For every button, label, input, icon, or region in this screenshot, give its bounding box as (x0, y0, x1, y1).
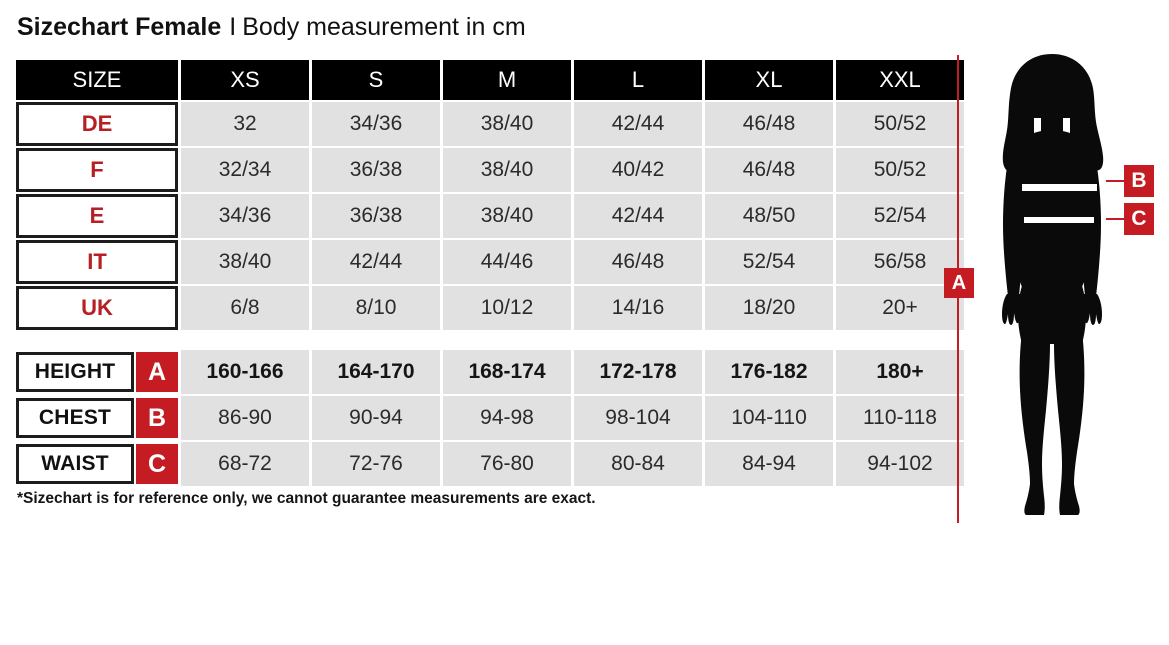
cell-de-s: 34/36 (312, 102, 440, 146)
cell-height-xl: 176-182 (705, 350, 833, 394)
cell-waist-s: 72-76 (312, 442, 440, 486)
table-row: IT 38/40 42/44 44/46 46/48 52/54 56/58 (16, 240, 964, 284)
row-label-uk: UK (16, 286, 178, 330)
cell-de-xl: 46/48 (705, 102, 833, 146)
cell-height-xs: 160-166 (181, 350, 309, 394)
row-label-e: E (16, 194, 178, 238)
cell-de-xs: 32 (181, 102, 309, 146)
cell-chest-l: 98-104 (574, 396, 702, 440)
header-col-l: L (574, 60, 702, 100)
cell-it-xxl: 56/58 (836, 240, 964, 284)
cell-height-m: 168-174 (443, 350, 571, 394)
chest-measure-band (1022, 184, 1097, 191)
page-title-main: Sizechart Female (17, 13, 222, 41)
cell-it-xs: 38/40 (181, 240, 309, 284)
row-label-waist: WAIST (16, 444, 134, 484)
cell-it-xl: 52/54 (705, 240, 833, 284)
row-label-chest: CHEST (16, 398, 134, 438)
cell-uk-l: 14/16 (574, 286, 702, 330)
row-label-waist-cell: WAIST C (16, 442, 178, 486)
disclaimer-text: *Sizechart is for reference only, we can… (17, 490, 596, 507)
table-header-row: SIZE XS S M L XL XXL (16, 60, 964, 100)
cell-it-m: 44/46 (443, 240, 571, 284)
row-label-it: IT (16, 240, 178, 284)
cell-f-l: 40/42 (574, 148, 702, 192)
female-silhouette-icon (962, 48, 1142, 528)
title-separator: I (229, 13, 237, 41)
size-conversion-table: SIZE XS S M L XL XXL DE 32 34/36 38/40 4… (13, 58, 967, 332)
cell-f-xxl: 50/52 (836, 148, 964, 192)
row-label-height-cell: HEIGHT A (16, 350, 178, 394)
cell-uk-xxl: 20+ (836, 286, 964, 330)
cell-e-s: 36/38 (312, 194, 440, 238)
cell-e-xl: 48/50 (705, 194, 833, 238)
cell-uk-s: 8/10 (312, 286, 440, 330)
table-row: F 32/34 36/38 38/40 40/42 46/48 50/52 (16, 148, 964, 192)
figure-badge-a: A (944, 268, 974, 298)
waist-measure-band (1024, 217, 1094, 223)
header-col-m: M (443, 60, 571, 100)
cell-chest-xxl: 110-118 (836, 396, 964, 440)
cell-height-xxl: 180+ (836, 350, 964, 394)
header-col-xl: XL (705, 60, 833, 100)
row-label-de: DE (16, 102, 178, 146)
row-label-f: F (16, 148, 178, 192)
cell-uk-m: 10/12 (443, 286, 571, 330)
header-col-s: S (312, 60, 440, 100)
cell-e-xs: 34/36 (181, 194, 309, 238)
table-row: UK 6/8 8/10 10/12 14/16 18/20 20+ (16, 286, 964, 330)
cell-e-m: 38/40 (443, 194, 571, 238)
cell-waist-l: 80-84 (574, 442, 702, 486)
cell-f-xs: 32/34 (181, 148, 309, 192)
page-title: Sizechart Female I Body measurement in cm (17, 12, 526, 42)
cell-de-l: 42/44 (574, 102, 702, 146)
figure-badge-b: B (1124, 165, 1154, 197)
cell-waist-xs: 68-72 (181, 442, 309, 486)
body-measurement-table: HEIGHT A 160-166 164-170 168-174 172-178… (13, 348, 967, 488)
table-row: DE 32 34/36 38/40 42/44 46/48 50/52 (16, 102, 964, 146)
cell-de-xxl: 50/52 (836, 102, 964, 146)
cell-f-s: 36/38 (312, 148, 440, 192)
cell-de-m: 38/40 (443, 102, 571, 146)
cell-waist-m: 76-80 (443, 442, 571, 486)
waist-leader-line (1106, 218, 1125, 220)
cell-chest-xl: 104-110 (705, 396, 833, 440)
table-row: E 34/36 36/38 38/40 42/44 48/50 52/54 (16, 194, 964, 238)
page-title-subtitle: Body measurement in cm (242, 13, 526, 41)
body-figure-panel: A (940, 40, 1169, 530)
cell-e-xxl: 52/54 (836, 194, 964, 238)
cell-it-s: 42/44 (312, 240, 440, 284)
header-col-xxl: XXL (836, 60, 964, 100)
cell-it-l: 46/48 (574, 240, 702, 284)
cell-chest-xs: 86-90 (181, 396, 309, 440)
cell-height-l: 172-178 (574, 350, 702, 394)
cell-waist-xxl: 94-102 (836, 442, 964, 486)
row-label-chest-cell: CHEST B (16, 396, 178, 440)
cell-chest-s: 90-94 (312, 396, 440, 440)
header-size-label: SIZE (16, 60, 178, 100)
table-row: CHEST B 86-90 90-94 94-98 98-104 104-110… (16, 396, 964, 440)
badge-c-marker: C (136, 444, 178, 484)
sizechart-tables: SIZE XS S M L XL XXL DE 32 34/36 38/40 4… (16, 58, 964, 488)
chest-leader-line (1106, 180, 1125, 182)
cell-waist-xl: 84-94 (705, 442, 833, 486)
row-label-height: HEIGHT (16, 352, 134, 392)
cell-chest-m: 94-98 (443, 396, 571, 440)
figure-badge-c: C (1124, 203, 1154, 235)
table-row: HEIGHT A 160-166 164-170 168-174 172-178… (16, 350, 964, 394)
table-row: WAIST C 68-72 72-76 76-80 80-84 84-94 94… (16, 442, 964, 486)
cell-f-m: 38/40 (443, 148, 571, 192)
badge-a-marker: A (136, 352, 178, 392)
cell-f-xl: 46/48 (705, 148, 833, 192)
cell-uk-xs: 6/8 (181, 286, 309, 330)
badge-b-marker: B (136, 398, 178, 438)
cell-e-l: 42/44 (574, 194, 702, 238)
cell-uk-xl: 18/20 (705, 286, 833, 330)
header-col-xs: XS (181, 60, 309, 100)
cell-height-s: 164-170 (312, 350, 440, 394)
